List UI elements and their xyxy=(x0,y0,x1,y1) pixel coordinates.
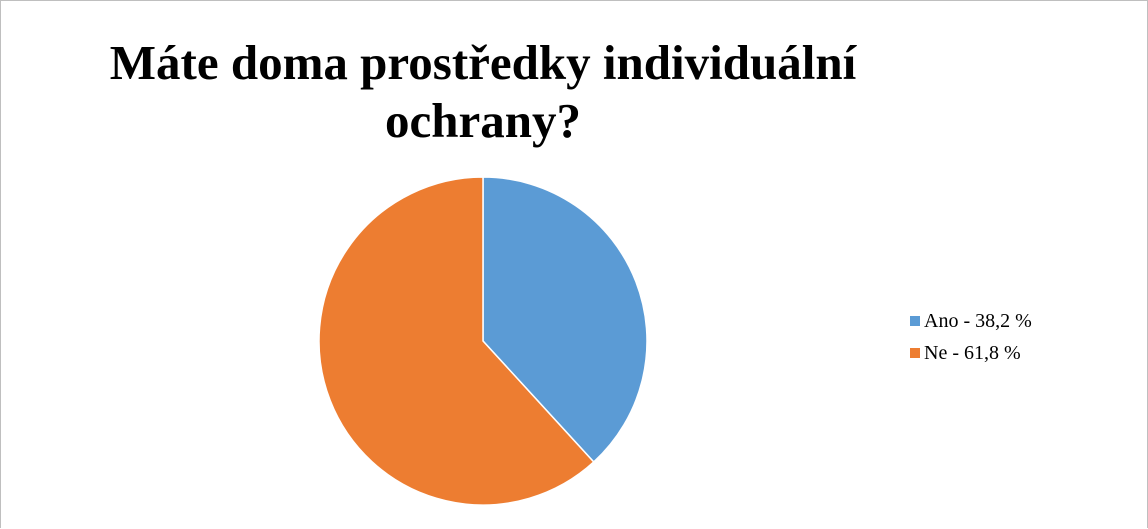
legend-label-ano: Ano - 38,2 % xyxy=(924,309,1032,332)
legend-swatch-ne xyxy=(910,348,920,358)
legend-swatch-ano xyxy=(910,316,920,326)
chart-title: Máte doma prostředky individuální ochran… xyxy=(0,34,966,150)
pie-slice-ne xyxy=(318,176,595,506)
pie-slice-ano xyxy=(482,176,648,464)
legend-item-ne: Ne - 61,8 % xyxy=(910,337,1032,369)
legend-item-ano: Ano - 38,2 % xyxy=(910,305,1032,337)
chart-title-line-2: ochrany? xyxy=(385,93,581,148)
pie-slices xyxy=(318,176,648,506)
chart-title-line-1: Máte doma prostředky individuální xyxy=(109,35,857,90)
legend-label-ne: Ne - 61,8 % xyxy=(924,341,1021,364)
legend: Ano - 38,2 % Ne - 61,8 % xyxy=(910,305,1032,369)
